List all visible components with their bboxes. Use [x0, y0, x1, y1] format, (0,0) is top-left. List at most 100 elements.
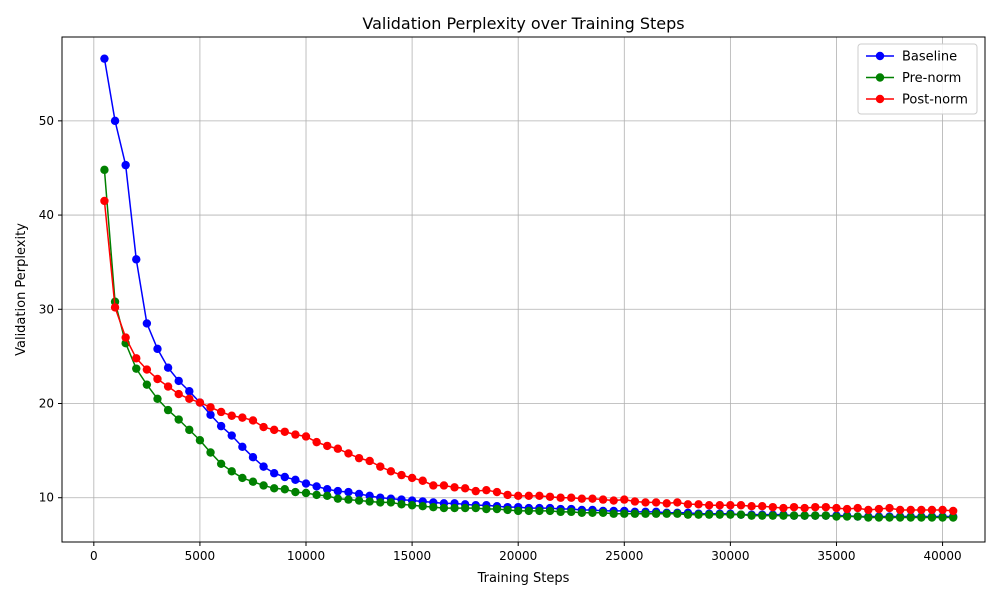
data-point-post-norm	[216, 407, 226, 417]
data-point-pre-norm	[344, 495, 353, 504]
data-point-post-norm	[927, 505, 937, 515]
data-point-post-norm	[704, 501, 714, 510]
legend-item-post-norm: Post-norm	[866, 93, 968, 108]
data-point-post-norm	[683, 500, 693, 509]
data-point-pre-norm	[832, 512, 841, 521]
data-point-pre-norm	[269, 484, 279, 493]
data-point-pre-norm	[227, 467, 236, 476]
data-point-pre-norm	[418, 501, 427, 511]
data-point-baseline	[238, 442, 247, 452]
data-point-pre-norm	[641, 509, 650, 518]
data-point-post-norm	[694, 500, 703, 509]
data-point-pre-norm	[291, 487, 300, 497]
legend: Baseline Pre-norm Post-norm	[857, 43, 978, 115]
data-point-pre-norm	[821, 511, 831, 520]
data-point-pre-norm	[853, 512, 862, 521]
data-point-post-norm	[153, 374, 162, 384]
data-point-post-norm	[758, 501, 767, 511]
data-point-pre-norm	[174, 415, 183, 424]
data-point-pre-norm	[948, 513, 958, 522]
data-point-post-norm	[662, 499, 671, 508]
data-point-pre-norm	[142, 380, 152, 389]
data-point-post-norm	[439, 481, 449, 490]
data-point-baseline	[301, 479, 311, 488]
data-point-pre-norm	[492, 504, 502, 514]
data-point-post-norm	[673, 498, 682, 507]
data-point-pre-norm	[386, 498, 396, 507]
data-point-pre-norm	[768, 511, 778, 520]
data-point-pre-norm	[100, 165, 109, 175]
data-point-post-norm	[842, 504, 852, 514]
x-axis-title: Training Steps	[477, 571, 570, 586]
data-point-post-norm	[821, 502, 831, 512]
legend-label-post-norm: Post-norm	[902, 93, 968, 108]
data-point-post-norm	[397, 470, 406, 480]
data-point-baseline	[216, 421, 226, 431]
data-point-pre-norm	[535, 506, 544, 516]
data-point-pre-norm	[938, 513, 947, 522]
data-point-pre-norm	[248, 477, 258, 486]
data-point-pre-norm	[673, 509, 682, 518]
data-point-baseline	[121, 160, 130, 170]
data-point-pre-norm	[471, 503, 480, 513]
data-point-pre-norm	[259, 481, 268, 490]
data-point-post-norm	[556, 493, 565, 502]
data-point-pre-norm	[195, 436, 205, 445]
data-point-pre-norm	[779, 511, 788, 520]
data-point-baseline	[291, 475, 300, 485]
data-point-post-norm	[291, 430, 300, 439]
data-point-pre-norm	[513, 506, 523, 516]
data-point-post-norm	[885, 503, 894, 513]
data-point-baseline	[206, 410, 215, 420]
data-point-post-norm	[747, 501, 756, 511]
data-point-baseline	[259, 462, 268, 471]
data-point-post-norm	[874, 504, 884, 514]
data-point-pre-norm	[609, 509, 618, 518]
data-point-baseline	[100, 54, 109, 63]
data-point-pre-norm	[132, 364, 141, 373]
data-point-pre-norm	[715, 510, 724, 519]
series-pre-norm	[100, 165, 958, 522]
data-point-pre-norm	[185, 425, 194, 435]
data-point-pre-norm	[524, 506, 534, 516]
data-point-post-norm	[471, 486, 480, 496]
data-point-pre-norm	[864, 513, 873, 522]
data-point-pre-norm	[238, 473, 247, 483]
data-point-baseline	[110, 116, 120, 126]
data-point-post-norm	[429, 481, 438, 490]
y-tick-label: 50	[39, 114, 54, 128]
data-point-post-norm	[121, 333, 130, 342]
data-point-post-norm	[577, 494, 587, 503]
data-point-pre-norm	[800, 511, 809, 520]
data-point-post-norm	[832, 503, 841, 513]
legend-marker-baseline	[875, 51, 885, 61]
data-point-post-norm	[800, 503, 809, 513]
data-point-post-norm	[386, 467, 396, 476]
legend-marker-post-norm	[875, 94, 885, 104]
data-point-pre-norm	[662, 509, 671, 518]
legend-box	[857, 43, 978, 115]
legend-item-baseline: Baseline	[866, 50, 957, 65]
data-point-baseline	[163, 363, 173, 372]
data-point-pre-norm	[620, 509, 629, 518]
data-point-pre-norm	[694, 510, 703, 519]
data-point-post-norm	[917, 505, 926, 515]
ticks: 0 5000 10000 15000 20000 25000 30000 35000 40000…	[39, 114, 962, 563]
data-point-post-norm	[238, 413, 247, 422]
data-point-pre-norm	[280, 485, 289, 494]
data-point-post-norm	[948, 506, 958, 516]
data-point-post-norm	[407, 473, 417, 483]
x-tick-label: 15000	[393, 549, 431, 563]
grid	[62, 37, 985, 542]
data-point-post-norm	[376, 462, 385, 471]
data-point-pre-norm	[556, 507, 565, 517]
data-point-baseline	[354, 489, 364, 499]
data-point-post-norm	[450, 483, 459, 492]
x-tick-label: 5000	[185, 549, 216, 563]
data-point-pre-norm	[811, 511, 820, 520]
data-point-post-norm	[492, 487, 502, 497]
data-point-post-norm	[354, 453, 364, 463]
data-point-pre-norm	[354, 496, 364, 505]
data-point-pre-norm	[917, 513, 926, 522]
